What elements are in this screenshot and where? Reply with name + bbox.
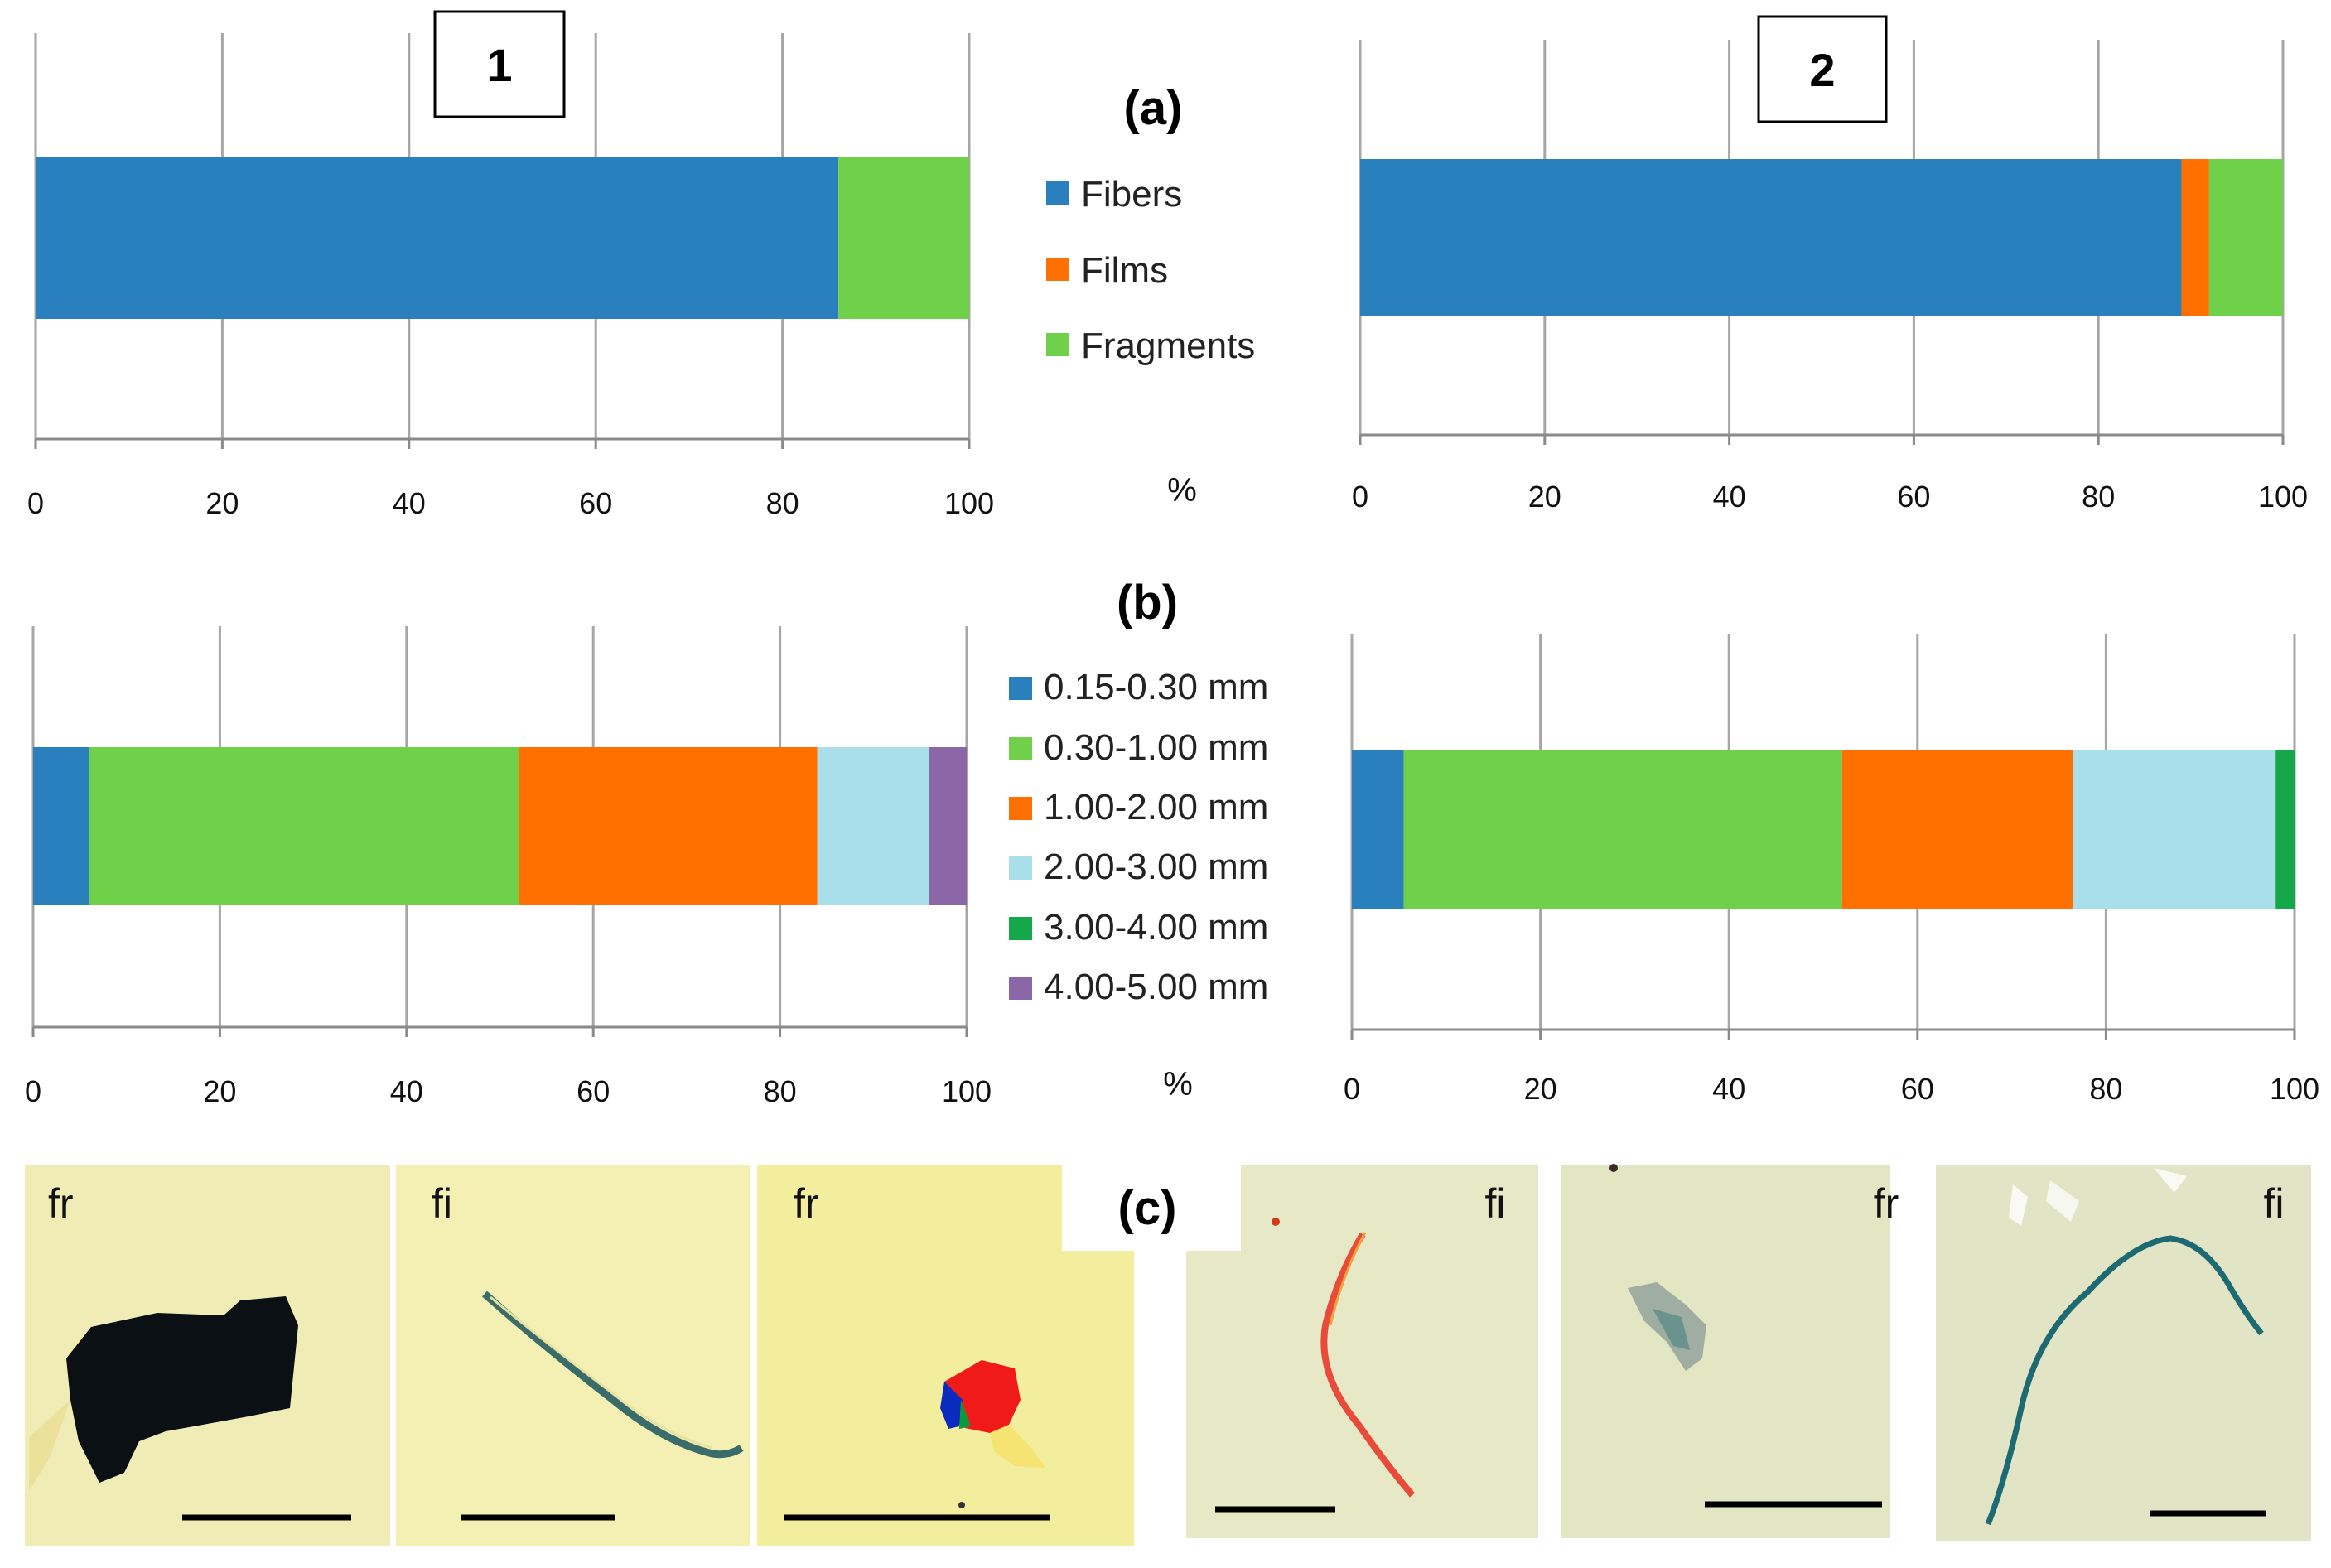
tick-label-a1-60: 60: [579, 486, 612, 520]
legend-label-size-1: 0.15-0.30 mm: [1044, 667, 1268, 707]
tick-label-b2-20: 20: [1524, 1072, 1557, 1106]
legend-label-size-2: 0.30-1.00 mm: [1044, 727, 1268, 768]
tick-label-b2-60: 60: [1901, 1072, 1934, 1106]
legend-label-size-5: 3.00-4.00 mm: [1044, 907, 1268, 948]
legend-b: 0.15-0.30 mm 0.30-1.00 mm 1.00-2.00 mm 2…: [1009, 667, 1268, 1007]
photo-6-label: fi: [2264, 1180, 2285, 1227]
legend-swatch-films: [1046, 258, 1069, 281]
chart-a1: 0 20 40 60 80 100: [27, 33, 994, 520]
bar-b2-segment-3: [1841, 750, 2073, 909]
bar-a2-segment-1: [1360, 159, 2182, 316]
tick-label-b1-20: 20: [203, 1074, 236, 1108]
tick-label-a2-20: 20: [1528, 480, 1561, 514]
tick-label-a2-80: 80: [2082, 480, 2115, 514]
legend-swatch-size-4: [1009, 856, 1032, 880]
red-fiber: [1320, 1232, 1416, 1498]
tick-label-b1-0: 0: [25, 1074, 41, 1108]
site-label-1-box: 1: [433, 10, 566, 118]
tick-label-a1-80: 80: [766, 486, 799, 520]
tick-label-a1-0: 0: [27, 486, 44, 520]
bar-a2-segment-2: [2181, 159, 2209, 316]
legend-swatch-size-1: [1009, 677, 1032, 700]
tick-label-a2-40: 40: [1713, 480, 1746, 514]
tick-label-b2-100: 100: [2270, 1072, 2319, 1106]
bar-b1-segment-3: [519, 747, 818, 905]
bar-b1-segment-6: [929, 747, 967, 905]
site-label-2-box: 2: [1757, 15, 1888, 123]
bar-b2-segment-2: [1403, 750, 1842, 909]
chart-b2: 0 20 40 60 80 100: [1344, 634, 2319, 1106]
panel-label-a: (a): [1124, 81, 1183, 135]
legend-swatch-size-6: [1009, 977, 1032, 1000]
bar-b2-segment-4: [2073, 750, 2276, 909]
legend-label-fragments: Fragments: [1081, 326, 1255, 366]
tick-label-b1-60: 60: [577, 1074, 610, 1108]
bar-b2-segment-1: [1352, 750, 1404, 909]
panel-label-b: (b): [1117, 576, 1178, 630]
bar-a1-segment-1: [36, 157, 839, 319]
legend-label-size-6: 4.00-5.00 mm: [1044, 967, 1268, 1007]
bar-b1-segment-2: [89, 747, 519, 905]
tick-label-b2-80: 80: [2089, 1072, 2122, 1106]
photo-2: fi: [396, 1165, 750, 1546]
legend-label-films: Films: [1081, 250, 1168, 291]
teal-fiber: [1985, 1235, 2264, 1526]
photo-3-label: fr: [794, 1180, 819, 1227]
site-label-2: 2: [1809, 44, 1835, 96]
legend-label-size-4: 2.00-3.00 mm: [1044, 847, 1268, 887]
photo-4-label: fi: [1485, 1180, 1506, 1227]
bar-b1-segment-4: [817, 747, 929, 905]
bar-a2-segment-3: [2208, 159, 2283, 316]
legend-a: Fibers Films Fragments: [1046, 174, 1255, 366]
panel-c-tab: [1062, 1164, 1241, 1251]
x-unit-label-a: %: [1167, 472, 1197, 509]
panel-label-c: (c): [1118, 1181, 1177, 1235]
photo-1: fr: [25, 1165, 390, 1546]
photo-4: fi: [1186, 1165, 1538, 1538]
black-fragment: [66, 1296, 298, 1483]
tick-label-b1-80: 80: [764, 1074, 797, 1108]
photo-2-label: fi: [432, 1180, 452, 1227]
legend-label-fibers: Fibers: [1081, 174, 1182, 215]
chart-b1: 0 20 40 60 80 100: [25, 626, 992, 1108]
tick-label-a2-100: 100: [2258, 480, 2308, 514]
photo-1-label: fr: [48, 1180, 74, 1227]
tick-label-b2-40: 40: [1712, 1072, 1745, 1106]
tick-label-a1-20: 20: [205, 486, 239, 520]
legend-swatch-fragments: [1046, 333, 1069, 356]
legend-swatch-size-5: [1009, 917, 1032, 940]
bar-a1-segment-3: [838, 157, 969, 319]
tick-label-a1-40: 40: [393, 486, 426, 520]
chart-a2: 0 20 40 60 80 100: [1352, 40, 2308, 514]
legend-label-size-3: 1.00-2.00 mm: [1044, 787, 1268, 827]
photo-strip: fr fi fr fi: [25, 1164, 2311, 1546]
site-label-1: 1: [486, 39, 512, 91]
x-unit-label-b: %: [1163, 1066, 1193, 1102]
photo-5: fr: [1561, 1164, 1899, 1538]
tick-label-b1-40: 40: [390, 1074, 423, 1108]
legend-swatch-size-2: [1009, 737, 1032, 760]
blue-fiber: [482, 1291, 744, 1459]
tick-label-b1-100: 100: [942, 1074, 992, 1108]
photo-5-label: fr: [1874, 1180, 1899, 1227]
photo-6: fi: [1936, 1165, 2311, 1541]
tick-label-b2-0: 0: [1344, 1072, 1360, 1106]
legend-swatch-size-3: [1009, 797, 1032, 820]
bar-b1-segment-1: [33, 747, 89, 905]
tick-label-a2-60: 60: [1897, 480, 1930, 514]
tick-label-a2-0: 0: [1352, 480, 1368, 514]
bar-b2-segment-5: [2276, 750, 2295, 909]
tick-label-a1-100: 100: [944, 486, 994, 520]
legend-swatch-fibers: [1046, 181, 1069, 205]
